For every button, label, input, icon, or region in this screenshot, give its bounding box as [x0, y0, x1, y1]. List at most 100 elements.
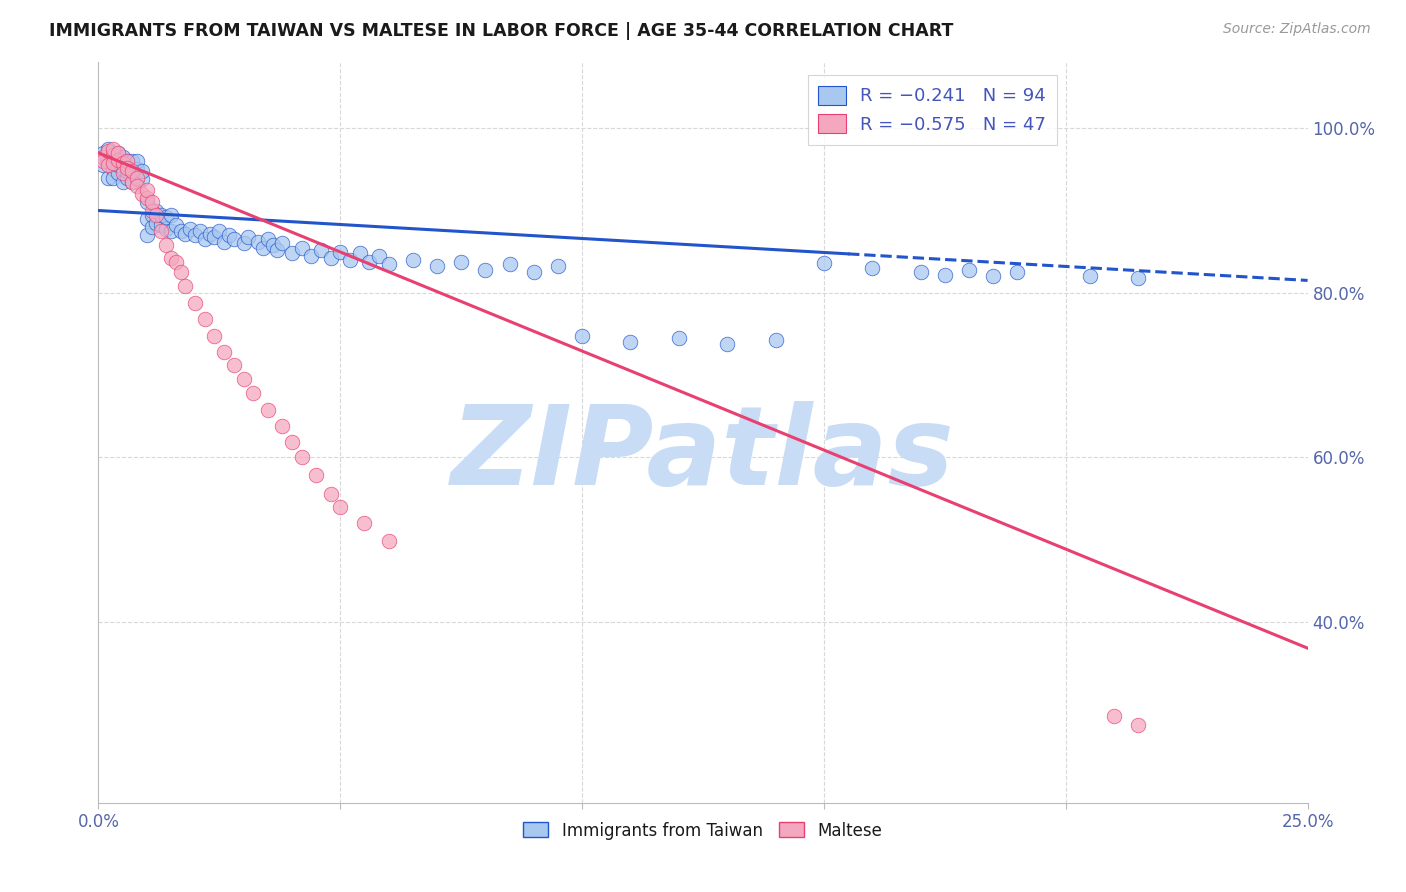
Point — [218, 228, 240, 243]
Point — [121, 164, 143, 178]
Point — [309, 243, 332, 257]
Point — [402, 252, 425, 267]
Point — [184, 228, 207, 243]
Point — [212, 345, 235, 359]
Point — [111, 150, 134, 164]
Point — [290, 241, 312, 255]
Point — [339, 252, 361, 267]
Point — [117, 170, 139, 185]
Point — [290, 450, 312, 465]
Point — [359, 254, 381, 268]
Point — [256, 402, 278, 417]
Point — [765, 334, 787, 348]
Point — [145, 208, 167, 222]
Point — [101, 142, 124, 156]
Point — [271, 419, 294, 434]
Point — [121, 164, 143, 178]
Point — [91, 158, 114, 172]
Point — [117, 154, 139, 169]
Point — [212, 235, 235, 249]
Point — [266, 243, 288, 257]
Point — [910, 265, 932, 279]
Point — [127, 154, 149, 169]
Point — [450, 254, 472, 268]
Point — [188, 224, 211, 238]
Point — [111, 154, 134, 169]
Point — [141, 195, 163, 210]
Point — [547, 260, 569, 274]
Point — [813, 256, 835, 270]
Point — [107, 154, 129, 169]
Point — [934, 268, 956, 282]
Point — [252, 241, 274, 255]
Point — [127, 162, 149, 177]
Point — [426, 260, 449, 274]
Point — [135, 228, 157, 243]
Point — [957, 262, 980, 277]
Point — [135, 191, 157, 205]
Point — [131, 187, 153, 202]
Point — [121, 154, 143, 169]
Point — [155, 238, 177, 252]
Point — [281, 246, 304, 260]
Point — [155, 221, 177, 235]
Point — [1078, 269, 1101, 284]
Point — [101, 154, 124, 169]
Point — [222, 232, 245, 246]
Point — [474, 262, 496, 277]
Point — [256, 232, 278, 246]
Legend: Immigrants from Taiwan, Maltese: Immigrants from Taiwan, Maltese — [517, 815, 889, 847]
Point — [141, 203, 163, 218]
Point — [150, 224, 173, 238]
Point — [329, 244, 352, 259]
Text: Source: ZipAtlas.com: Source: ZipAtlas.com — [1223, 22, 1371, 37]
Point — [145, 216, 167, 230]
Point — [368, 249, 391, 263]
Point — [107, 153, 129, 167]
Point — [281, 435, 304, 450]
Point — [117, 161, 139, 175]
Point — [262, 238, 284, 252]
Point — [208, 224, 231, 238]
Point — [194, 232, 217, 246]
Point — [160, 224, 183, 238]
Point — [165, 254, 187, 268]
Point — [135, 195, 157, 210]
Point — [117, 154, 139, 169]
Point — [155, 210, 177, 224]
Point — [329, 500, 352, 514]
Point — [184, 295, 207, 310]
Point — [91, 145, 114, 160]
Point — [127, 170, 149, 185]
Point — [716, 336, 738, 351]
Point — [299, 249, 322, 263]
Point — [101, 156, 124, 170]
Text: IMMIGRANTS FROM TAIWAN VS MALTESE IN LABOR FORCE | AGE 35-44 CORRELATION CHART: IMMIGRANTS FROM TAIWAN VS MALTESE IN LAB… — [49, 22, 953, 40]
Point — [1007, 265, 1029, 279]
Point — [238, 230, 260, 244]
Point — [349, 246, 371, 260]
Point — [107, 145, 129, 160]
Point — [174, 279, 197, 293]
Point — [91, 150, 114, 164]
Point — [141, 208, 163, 222]
Point — [101, 162, 124, 177]
Point — [160, 251, 183, 265]
Point — [377, 257, 399, 271]
Point — [97, 170, 120, 185]
Point — [169, 224, 191, 238]
Point — [107, 166, 129, 180]
Point — [150, 208, 173, 222]
Point — [97, 145, 120, 159]
Point — [101, 147, 124, 161]
Point — [117, 164, 139, 178]
Point — [1128, 271, 1150, 285]
Point — [1102, 709, 1125, 723]
Point — [107, 158, 129, 172]
Point — [135, 183, 157, 197]
Point — [305, 468, 328, 483]
Point — [111, 162, 134, 177]
Point — [1128, 717, 1150, 731]
Point — [145, 203, 167, 218]
Point — [523, 265, 546, 279]
